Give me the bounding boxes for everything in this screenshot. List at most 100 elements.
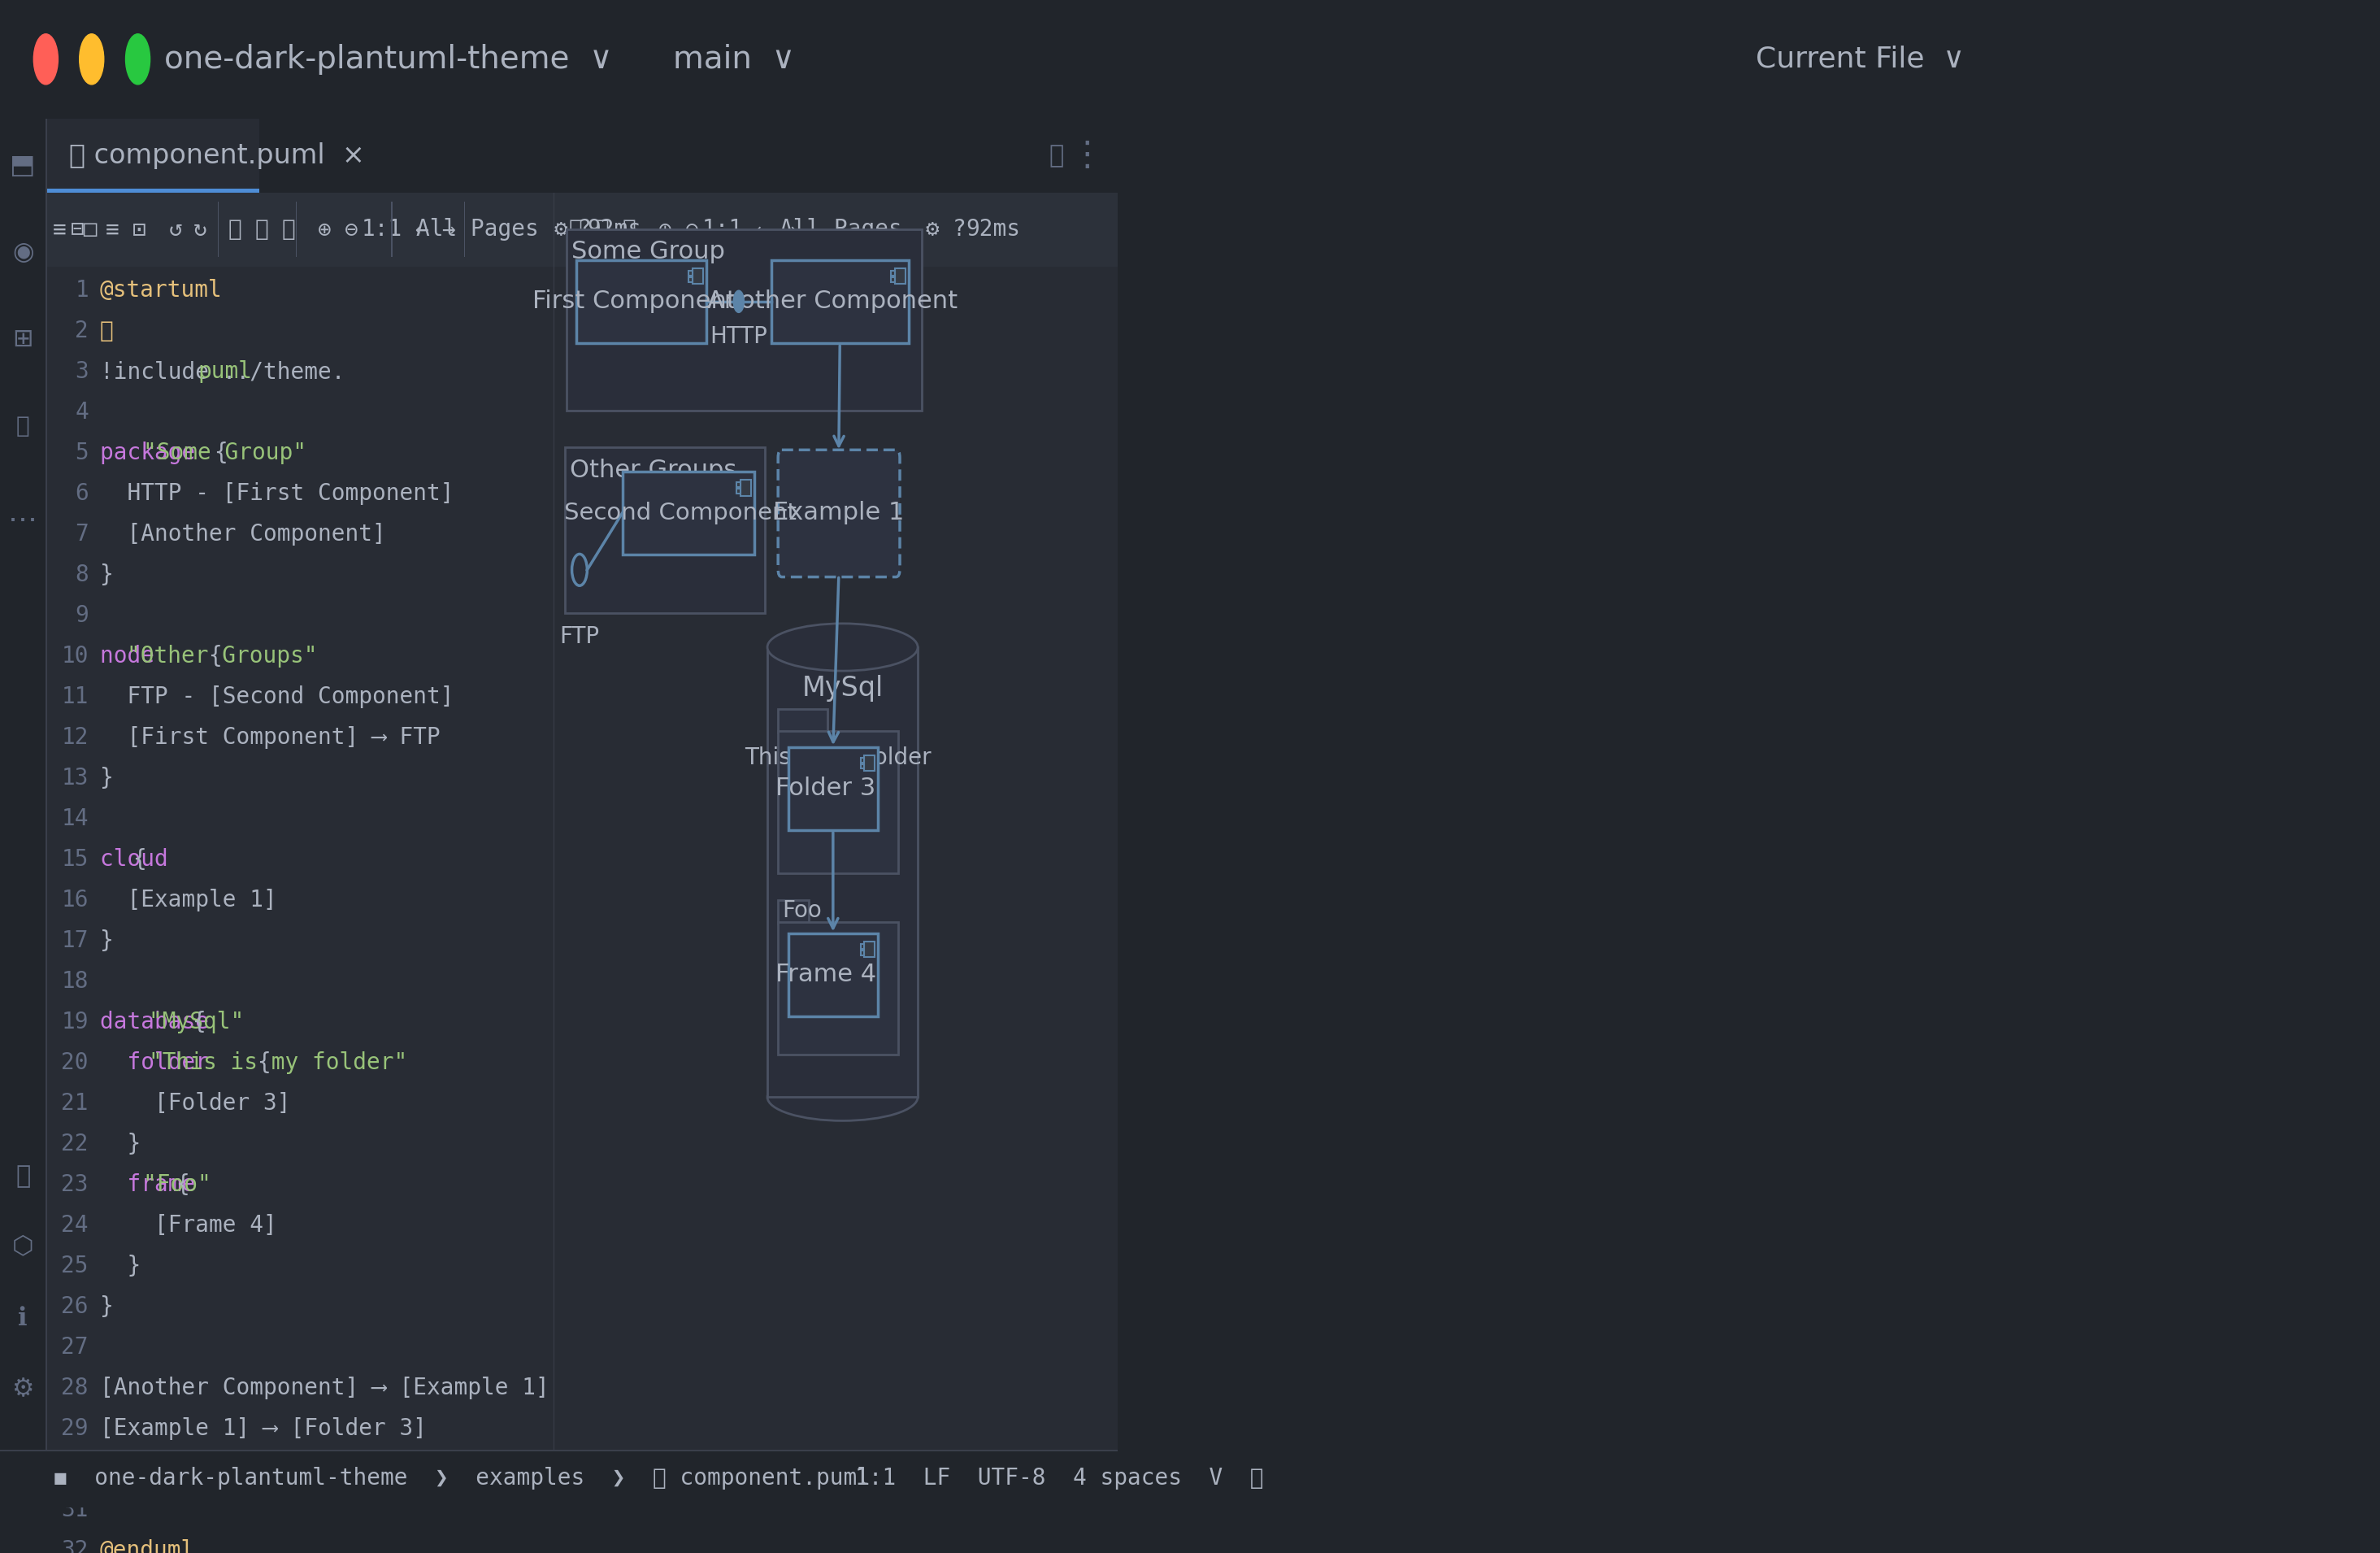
Bar bbox=[895, 269, 904, 284]
Text: 🔔: 🔔 bbox=[1050, 144, 1064, 168]
Text: 23: 23 bbox=[62, 1174, 88, 1196]
Text: 32: 32 bbox=[62, 1539, 88, 1553]
Text: 14: 14 bbox=[62, 808, 88, 831]
Text: "MySql": "MySql" bbox=[150, 1011, 257, 1033]
Text: package: package bbox=[100, 441, 209, 464]
Text: 92ms: 92ms bbox=[588, 219, 643, 241]
Text: All Pages: All Pages bbox=[778, 219, 902, 241]
Text: [Folder 3]: [Folder 3] bbox=[100, 1092, 290, 1115]
Text: ⚙: ⚙ bbox=[555, 219, 569, 241]
Circle shape bbox=[79, 34, 105, 84]
Text: 13: 13 bbox=[62, 767, 88, 789]
Text: [Example 1]: [Example 1] bbox=[100, 888, 276, 912]
Text: 3: 3 bbox=[74, 360, 88, 384]
Text: }: } bbox=[100, 1295, 114, 1318]
Text: "Foo": "Foo" bbox=[143, 1174, 226, 1196]
Bar bbox=[693, 269, 702, 284]
Text: {: { bbox=[214, 441, 228, 464]
Text: 6: 6 bbox=[74, 483, 88, 505]
Bar bbox=[862, 764, 864, 769]
Text: @startuml: @startuml bbox=[100, 280, 224, 301]
Circle shape bbox=[733, 290, 745, 312]
Text: 1:1: 1:1 bbox=[702, 219, 743, 241]
Text: Foo: Foo bbox=[783, 899, 821, 922]
Bar bbox=[48, 188, 259, 193]
Text: }: } bbox=[100, 1255, 140, 1278]
Text: ⊖: ⊖ bbox=[685, 219, 700, 241]
Bar bbox=[735, 489, 740, 494]
Bar bbox=[778, 731, 897, 873]
Text: 15: 15 bbox=[62, 848, 88, 871]
Circle shape bbox=[33, 34, 57, 84]
Text: HTTP - [First Component]: HTTP - [First Component] bbox=[100, 483, 455, 505]
Ellipse shape bbox=[766, 623, 919, 671]
Text: 11: 11 bbox=[62, 685, 88, 708]
Text: ⬛: ⬛ bbox=[228, 219, 243, 241]
Text: 🔖: 🔖 bbox=[17, 415, 29, 438]
Text: 4: 4 bbox=[74, 401, 88, 424]
Text: [Folder 3] ⟶ [Frame 4]: [Folder 3] ⟶ [Frame 4] bbox=[100, 1458, 400, 1480]
Bar bbox=[766, 648, 919, 1096]
Text: ⋮: ⋮ bbox=[1071, 138, 1104, 172]
Bar bbox=[890, 270, 895, 275]
Text: }: } bbox=[100, 929, 114, 952]
Text: …: … bbox=[7, 499, 38, 526]
Text: [Frame 4]: [Frame 4] bbox=[100, 1214, 276, 1236]
Text: 🧩 component.puml  ×: 🧩 component.puml × bbox=[69, 141, 364, 169]
Text: 25: 25 bbox=[62, 1255, 88, 1278]
Bar bbox=[890, 276, 895, 281]
Text: [Another Component]: [Another Component] bbox=[100, 523, 386, 545]
Bar bbox=[555, 267, 1119, 1451]
Bar bbox=[788, 933, 878, 1017]
Text: ≡: ≡ bbox=[105, 219, 119, 241]
Bar bbox=[0, 1451, 1119, 1452]
Bar bbox=[566, 228, 921, 410]
Bar bbox=[0, 0, 1119, 118]
Text: }: } bbox=[100, 564, 114, 587]
Text: Current File  ∨: Current File ∨ bbox=[1756, 45, 1966, 73]
Text: puml: puml bbox=[198, 360, 252, 384]
Bar bbox=[45, 193, 1119, 267]
Text: This is my folder: This is my folder bbox=[745, 747, 931, 769]
Text: Second Component: Second Component bbox=[564, 502, 797, 525]
Text: 29: 29 bbox=[62, 1418, 88, 1440]
Text: [First Component] ⟶ FTP: [First Component] ⟶ FTP bbox=[100, 727, 440, 749]
Text: ≡: ≡ bbox=[52, 219, 67, 241]
Bar bbox=[576, 261, 707, 343]
Text: 24: 24 bbox=[62, 1214, 88, 1236]
Bar bbox=[564, 447, 764, 613]
Bar bbox=[688, 270, 693, 275]
Text: one-dark-plantuml-theme  ∨      main  ∨: one-dark-plantuml-theme ∨ main ∨ bbox=[164, 43, 795, 75]
Bar bbox=[45, 267, 90, 1451]
Text: FTP - [Second Component]: FTP - [Second Component] bbox=[100, 685, 455, 708]
Bar bbox=[864, 941, 876, 957]
Text: }: } bbox=[100, 767, 114, 789]
Text: frame: frame bbox=[100, 1174, 209, 1196]
Bar bbox=[864, 755, 876, 772]
Text: {: { bbox=[176, 1174, 190, 1196]
Text: 🔍: 🔍 bbox=[17, 1165, 31, 1188]
Text: node: node bbox=[100, 644, 169, 668]
Text: Other Groups: Other Groups bbox=[569, 458, 735, 481]
Text: Example 1: Example 1 bbox=[774, 502, 904, 525]
Text: [Another Component] ⟶ [Example 1]: [Another Component] ⟶ [Example 1] bbox=[100, 1376, 550, 1399]
Text: 9: 9 bbox=[74, 604, 88, 627]
Text: First Component: First Component bbox=[533, 290, 735, 314]
Text: ↻: ↻ bbox=[193, 219, 207, 241]
Text: [Example 1] ⟶ [Folder 3]: [Example 1] ⟶ [Folder 3] bbox=[100, 1418, 426, 1440]
Text: 17: 17 bbox=[62, 929, 88, 952]
Text: 28: 28 bbox=[62, 1376, 88, 1399]
Text: {: { bbox=[257, 1051, 271, 1075]
Text: 5: 5 bbox=[74, 441, 88, 464]
Text: ⊞: ⊞ bbox=[12, 328, 33, 351]
Text: }: } bbox=[100, 1132, 140, 1155]
Text: 💡: 💡 bbox=[100, 320, 114, 343]
Text: {: { bbox=[133, 848, 145, 871]
Text: 27: 27 bbox=[62, 1336, 88, 1359]
Text: FTP: FTP bbox=[559, 626, 600, 648]
Text: ↺: ↺ bbox=[169, 219, 183, 241]
Text: 💾: 💾 bbox=[255, 219, 269, 241]
Text: 8: 8 bbox=[74, 564, 88, 587]
Circle shape bbox=[126, 34, 150, 84]
Bar bbox=[778, 899, 809, 924]
